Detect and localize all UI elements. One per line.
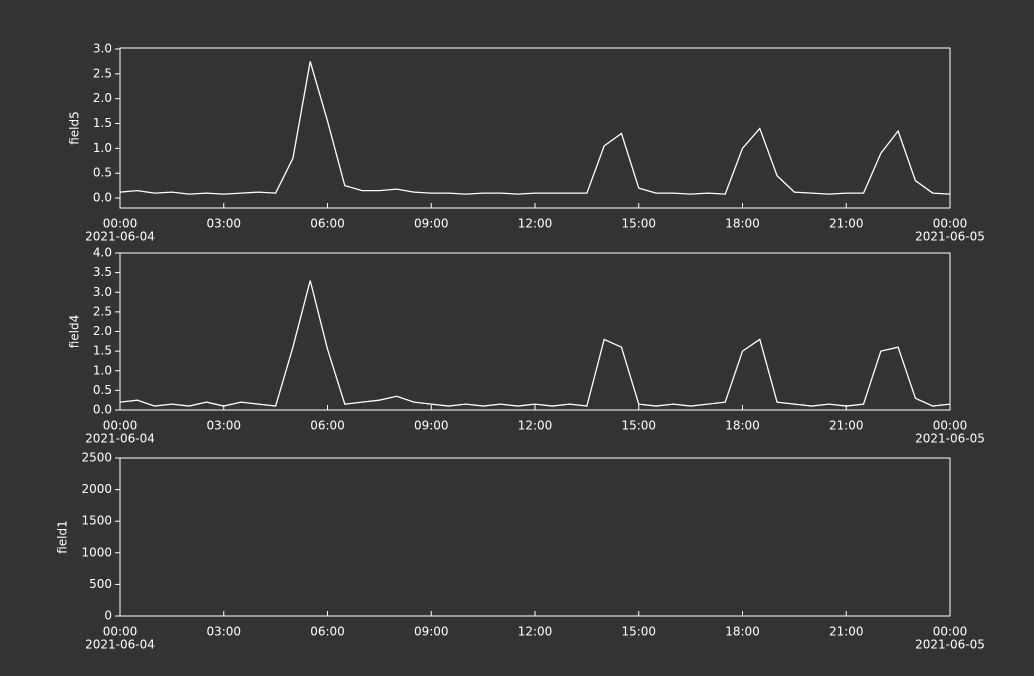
y-tick-label: 1.0: [93, 363, 112, 377]
data-line: [119, 61, 951, 195]
y-tick-label: 1500: [81, 514, 112, 528]
x-tick-label: 15:00: [621, 419, 656, 433]
y-tick-label: 1.5: [93, 116, 112, 130]
x-tick-date: 2021-06-04: [85, 432, 155, 446]
x-tick-label: 03:00: [206, 625, 241, 639]
y-tick-label: 2.5: [93, 66, 112, 80]
y-tick-label: 0.5: [93, 166, 112, 180]
x-tick-date: 2021-06-05: [915, 638, 985, 652]
x-tick-date: 2021-06-04: [85, 230, 155, 244]
x-tick-label: 21:00: [829, 217, 864, 231]
x-tick-label: 00:00: [103, 419, 138, 433]
x-tick-date: 2021-06-05: [915, 432, 985, 446]
x-tick-label: 12:00: [518, 625, 553, 639]
y-tick-label: 500: [89, 577, 112, 591]
y-axis-label: field1: [56, 520, 70, 554]
x-tick-label: 12:00: [518, 217, 553, 231]
x-tick-label: 21:00: [829, 625, 864, 639]
y-tick-label: 3.0: [93, 285, 112, 299]
x-tick-label: 18:00: [725, 625, 760, 639]
y-tick-label: 1000: [81, 545, 112, 559]
x-tick-label: 06:00: [310, 217, 345, 231]
y-tick-label: 3.5: [93, 265, 112, 279]
y-tick-label: 0: [104, 609, 112, 623]
x-tick-label: 03:00: [206, 419, 241, 433]
x-tick-label: 21:00: [829, 419, 864, 433]
x-tick-label: 09:00: [414, 217, 449, 231]
plot-frame: [119, 457, 951, 617]
x-tick-label: 12:00: [518, 419, 553, 433]
x-tick-label: 09:00: [414, 625, 449, 639]
y-tick-label: 2.5: [93, 304, 112, 318]
x-tick-label: 00:00: [933, 625, 968, 639]
plot-frame: [119, 252, 951, 411]
x-tick-label: 06:00: [310, 419, 345, 433]
x-tick-label: 09:00: [414, 419, 449, 433]
data-line: [119, 280, 951, 407]
y-tick-label: 3.0: [93, 41, 112, 55]
x-tick-label: 00:00: [103, 217, 138, 231]
y-axis-label: field5: [68, 111, 82, 145]
plot-frame: [119, 47, 951, 209]
x-tick-label: 00:00: [933, 217, 968, 231]
y-tick-label: 2.0: [93, 91, 112, 105]
y-tick-label: 0.5: [93, 383, 112, 397]
x-tick-label: 06:00: [310, 625, 345, 639]
y-tick-label: 4.0: [93, 246, 112, 260]
y-tick-label: 0.0: [93, 403, 112, 417]
y-tick-label: 2000: [81, 482, 112, 496]
y-axis-label: field4: [68, 315, 82, 349]
x-tick-date: 2021-06-04: [85, 638, 155, 652]
x-tick-label: 15:00: [621, 217, 656, 231]
x-tick-label: 00:00: [103, 625, 138, 639]
y-tick-label: 2.0: [93, 324, 112, 338]
y-tick-label: 0.0: [93, 191, 112, 205]
x-tick-label: 03:00: [206, 217, 241, 231]
x-tick-label: 18:00: [725, 419, 760, 433]
y-tick-label: 2500: [81, 451, 112, 465]
y-tick-label: 1.5: [93, 344, 112, 358]
y-tick-label: 1.0: [93, 141, 112, 155]
x-tick-date: 2021-06-05: [915, 230, 985, 244]
x-tick-label: 00:00: [933, 419, 968, 433]
x-tick-label: 15:00: [621, 625, 656, 639]
x-tick-label: 18:00: [725, 217, 760, 231]
